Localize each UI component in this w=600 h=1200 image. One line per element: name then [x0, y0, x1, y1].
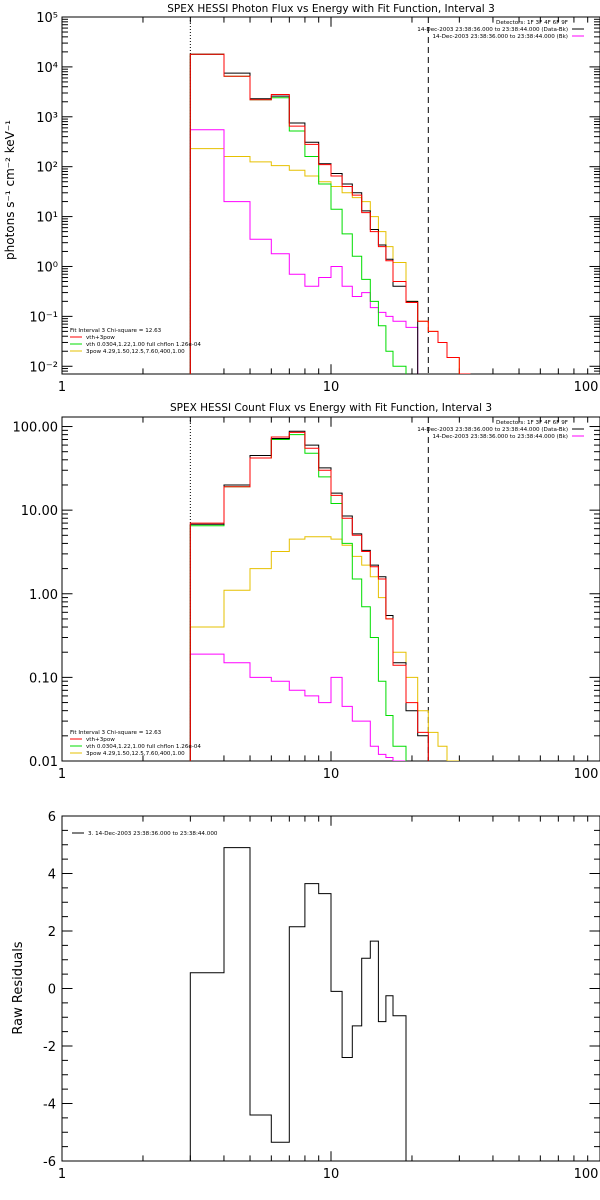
- x-tick-label: 1: [58, 767, 66, 782]
- y-tick-label: 10¹: [36, 211, 58, 226]
- series-line-data-bk: [189, 430, 429, 761]
- series-line-3pow: [189, 536, 460, 761]
- y-tick-label: 10⁰: [36, 260, 58, 275]
- x-tick-label: 1: [58, 380, 66, 395]
- legend-entry-text: 3. 14-Dec-2003 23:38:36.000 to 23:38:44.…: [88, 831, 218, 837]
- x-tick-label: 100: [574, 1167, 599, 1182]
- legend-entry-text: Fit Interval 3 Chi-square = 12.63: [70, 328, 162, 334]
- series-line-bk: [189, 653, 406, 761]
- series-line-bk: [189, 129, 419, 374]
- y-tick-label: 10⁻²: [29, 360, 58, 375]
- y-tick-label: 10²: [36, 161, 58, 176]
- x-tick-label: 1: [58, 1167, 66, 1182]
- y-tick-label: 2: [48, 925, 56, 940]
- legend-entry-text: Detectors: 1F 3F 4F 6F 9F: [496, 20, 568, 26]
- x-tick-label: 10: [323, 380, 340, 395]
- series-line-vth-3pow: [189, 53, 471, 374]
- y-tick-label: 4: [48, 868, 56, 883]
- y-tick-label: 10⁴: [36, 61, 58, 76]
- x-tick-label: 10: [323, 1167, 340, 1182]
- legend-entry-text: 14-Dec-2003 23:38:36.000 to 23:38:44.000…: [432, 434, 568, 440]
- chart-title: SPEX HESSI Count Flux vs Energy with Fit…: [170, 402, 492, 414]
- y-tick-label: 10⁻¹: [29, 310, 58, 325]
- series-line-vth-3pow: [189, 431, 429, 761]
- plot-area: 1 10 100 0.01 0.10 1.00 10.00 100.00 Detectors: …: [13, 416, 600, 782]
- plot-area: 1 10 100 -6 -4 -2 0 2 4 6 3. 14-Dec-2003 23:38:36.…: [43, 810, 600, 1182]
- y-axis-label: Raw Residuals: [11, 941, 26, 1034]
- legend-entry-text: vth 0.0304,1.22,1.00 full chflon 1.26e-0…: [86, 342, 201, 348]
- legend-entry-text: vth+3pow: [86, 335, 115, 341]
- y-tick-label: 10⁵: [36, 11, 58, 26]
- legend-entry-text: 14-Dec-2003 23:38:36.000 to 23:38:44.000…: [432, 34, 568, 40]
- x-tick-label: 10: [323, 767, 340, 782]
- y-tick-label: -4: [43, 1098, 56, 1113]
- y-tick-label: 0.01: [29, 755, 58, 770]
- series-group: [189, 430, 460, 761]
- x-tick-label: 100: [574, 380, 599, 395]
- plot-area: 1 10 100 10⁻² 10⁻¹ 10⁰ 10¹ 10² 10³ 10⁴ 10⁵ Detector…: [29, 11, 600, 395]
- legend-entry-text: vth+3pow: [86, 737, 115, 743]
- y-tick-label: 10³: [36, 111, 58, 126]
- y-tick-label: 6: [48, 810, 56, 825]
- series-group: [189, 847, 407, 1161]
- legend-entry-text: 3pow 4.29,1.50,12.5,7.60,400,1.00: [86, 349, 185, 355]
- panel-photon-flux: SPEX HESSI Photon Flux vs Energy with Fi…: [3, 3, 600, 395]
- legend-entry-text: Fit Interval 3 Chi-square = 12.63: [70, 730, 162, 736]
- legend-entry-text: 14-Dec-2003 23:38:36.000 to 23:38:44.000…: [417, 27, 568, 33]
- y-tick-label: -6: [43, 1155, 56, 1170]
- series-line-3-14-dec-2003-23-38-36-000-to-23-38-44-000: [189, 847, 407, 1161]
- x-tick-label: 100: [574, 767, 599, 782]
- legend-entry-text: Detectors: 1F 3F 4F 6F 9F: [496, 420, 568, 426]
- y-tick-label: 1.00: [29, 588, 58, 603]
- y-axis-label: photons s⁻¹ cm⁻² keV⁻¹: [3, 120, 17, 260]
- y-tick-label: 100.00: [13, 421, 59, 436]
- y-tick-label: 10.00: [21, 504, 58, 519]
- panel-count-flux: SPEX HESSI Count Flux vs Energy with Fit…: [13, 402, 600, 782]
- y-tick-label: 0: [48, 983, 56, 998]
- legend-entry-text: 3pow 4.29,1.50,12.5,7.60,400,1.00: [86, 751, 185, 757]
- panel-residuals: Raw Residuals 1 10 100 -6 -4 -2 0 2 4 6 3. 14-Dec-…: [11, 810, 600, 1182]
- legend-entry-text: vth 0.0304,1.22,1.00 full chflon 1.26e-0…: [86, 744, 201, 750]
- chart-title: SPEX HESSI Photon Flux vs Energy with Fi…: [167, 3, 495, 15]
- series-group: [189, 53, 471, 374]
- y-tick-label: -2: [43, 1040, 56, 1055]
- legend-entry-text: 14-Dec-2003 23:38:36.000 to 23:38:44.000…: [417, 427, 568, 433]
- y-tick-label: 0.10: [29, 671, 58, 686]
